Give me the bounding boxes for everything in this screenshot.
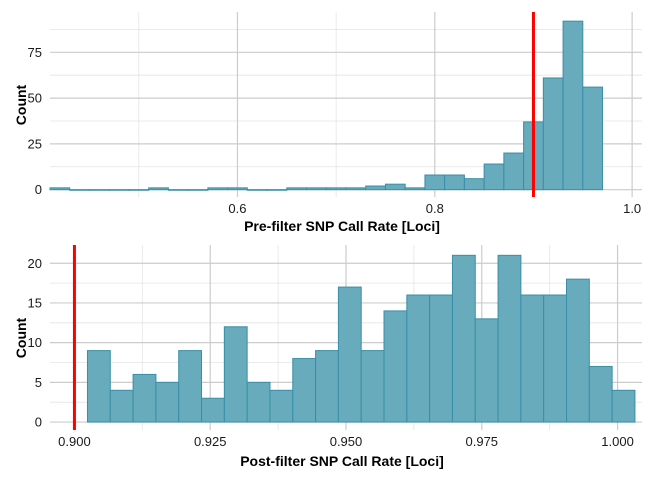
pre-filter-histogram-bar <box>483 163 505 191</box>
pre-filter-histogram-bar <box>582 86 604 191</box>
pre-filter-histogram-bar <box>128 189 150 191</box>
post-filter-x-axis-title: Post-filter SNP Call Rate [Loci] <box>240 453 444 469</box>
post-filter-histogram-bar <box>474 318 499 423</box>
post-filter-x-tick-label: 0.975 <box>466 434 499 449</box>
pre-filter-histogram-bar <box>108 189 130 191</box>
post-filter-histogram-bar <box>201 397 225 423</box>
pre-filter-histogram-bar <box>306 187 327 191</box>
post-filter-y-tick-label: 20 <box>28 256 42 271</box>
pre-filter-histogram-bar <box>384 183 406 191</box>
post-filter-histogram-bar <box>246 381 271 423</box>
post-filter-histogram-bar <box>337 286 362 423</box>
pre-filter-x-tick-label: 0.6 <box>228 201 246 216</box>
post-filter-y-axis-title: Count <box>13 317 29 358</box>
post-filter-y-tick-label: 10 <box>28 335 42 350</box>
pre-filter-histogram-bar <box>207 187 229 191</box>
pre-filter-histogram-bar <box>503 152 525 191</box>
post-filter-histogram-bar <box>109 389 134 423</box>
post-filter-histogram-bar <box>520 294 545 423</box>
post-filter-x-tick-label: 1.000 <box>601 434 634 449</box>
post-filter-histogram-bar <box>269 389 294 423</box>
pre-filter-histogram-bar <box>246 189 268 191</box>
post-filter-y-tick-label: 0 <box>35 415 42 430</box>
pre-filter-histogram-bar <box>266 189 288 191</box>
pre-filter-x-tick-label: 1.0 <box>623 201 641 216</box>
pre-filter-histogram-bar <box>365 185 386 191</box>
post-filter-histogram-bar <box>406 294 431 423</box>
post-filter-x-ticks: 0.900 0.925 0.950 0.975 1.000 <box>58 434 634 449</box>
pre-filter-y-tick-label: 75 <box>28 45 42 60</box>
post-filter-histogram-bar <box>155 381 180 423</box>
pre-filter-bars <box>49 20 604 191</box>
pre-filter-histogram-bar <box>424 174 446 191</box>
post-filter-histogram-bar <box>178 350 203 423</box>
post-filter-bars <box>86 254 636 423</box>
pre-filter-y-ticks: 0 25 50 75 <box>28 45 42 197</box>
pre-filter-histogram-bar <box>463 178 485 191</box>
post-filter-y-tick-label: 15 <box>28 295 42 310</box>
pre-filter-histogram-panel: 0 25 50 75 0.6 0.8 1.0 Pre-filter SNP Call Ra… <box>13 12 642 234</box>
post-filter-histogram-bar <box>543 294 568 423</box>
post-filter-histogram-bar <box>223 326 248 423</box>
pre-filter-histogram-bar <box>325 187 347 191</box>
pre-filter-histogram-bar <box>345 187 367 191</box>
pre-filter-histogram-bar <box>444 174 465 191</box>
pre-filter-histogram-bar <box>286 187 308 191</box>
post-filter-y-ticks: 0 5 10 15 20 <box>28 256 42 430</box>
pre-filter-histogram-bar <box>167 189 189 191</box>
pre-filter-histogram-bar <box>88 189 110 191</box>
pre-filter-histogram-bar <box>227 187 248 191</box>
post-filter-histogram-bar <box>566 278 590 423</box>
pre-filter-x-ticks: 0.6 0.8 1.0 <box>228 201 641 216</box>
pre-filter-y-tick-label: 50 <box>28 91 42 106</box>
post-filter-x-tick-label: 0.900 <box>58 434 91 449</box>
pre-filter-histogram-bar <box>148 187 169 191</box>
pre-filter-x-tick-label: 0.8 <box>426 201 444 216</box>
pre-filter-histogram-bar <box>542 77 564 191</box>
post-filter-histogram-bar <box>497 254 522 423</box>
pre-filter-histogram-bar <box>562 20 584 191</box>
post-filter-histogram-bar <box>132 373 157 423</box>
post-filter-histogram-bar <box>86 350 111 423</box>
post-filter-histogram-panel: 0 5 10 15 20 0.900 0.925 0.950 0.975 1.000 Post-… <box>13 245 642 469</box>
pre-filter-x-axis-title: Pre-filter SNP Call Rate [Loci] <box>244 218 440 234</box>
pre-filter-histogram-bar <box>404 187 426 191</box>
post-filter-histogram-bar <box>611 389 636 423</box>
post-filter-histogram-bar <box>429 294 453 423</box>
post-filter-x-tick-label: 0.925 <box>194 434 227 449</box>
post-filter-histogram-bar <box>360 350 385 423</box>
pre-filter-histogram-bar <box>49 187 71 191</box>
post-filter-histogram-bar <box>383 310 408 423</box>
pre-filter-histogram-bar <box>69 189 90 191</box>
post-filter-histogram-bar <box>315 350 339 423</box>
pre-filter-histogram-bar <box>187 189 209 191</box>
post-filter-histogram-bar <box>292 358 317 423</box>
post-filter-histogram-bar <box>588 365 613 423</box>
pre-filter-y-axis-title: Count <box>13 84 29 125</box>
post-filter-y-tick-label: 5 <box>35 375 42 390</box>
pre-filter-y-tick-label: 25 <box>28 136 42 151</box>
post-filter-histogram-bar <box>451 254 476 423</box>
post-filter-x-tick-label: 0.950 <box>330 434 363 449</box>
pre-filter-y-tick-label: 0 <box>35 182 42 197</box>
